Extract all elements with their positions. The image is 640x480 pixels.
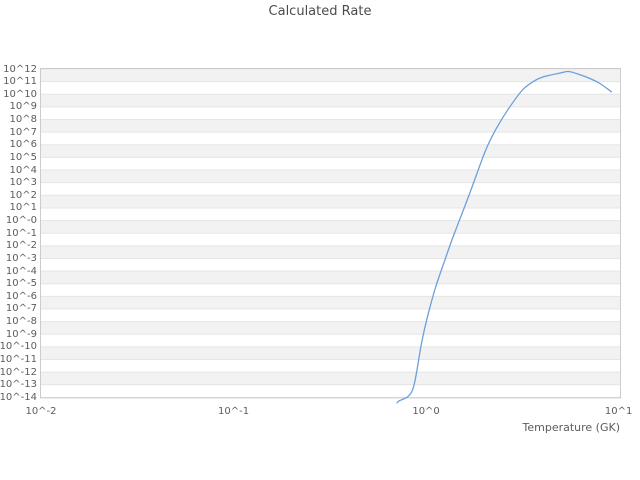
y-tick-label: 10^-10 — [0, 341, 37, 353]
decade-band — [41, 296, 620, 309]
y-tick-label: 10^-11 — [0, 354, 37, 365]
y-tick-label: 10^-7 — [5, 303, 37, 315]
decade-band — [41, 372, 620, 385]
y-tick-label: 10^-12 — [0, 366, 37, 378]
y-tick-label: 10^-3 — [5, 252, 37, 264]
y-tick-label: 10^-0 — [5, 215, 37, 227]
decade-band — [41, 69, 620, 82]
y-tick-label: 10^9 — [9, 101, 37, 113]
y-tick-label: 10^8 — [9, 114, 37, 126]
y-tick-label: 10^-14 — [0, 391, 37, 403]
decade-band — [41, 346, 620, 360]
x-axis-title: Temperature (GK) — [522, 421, 621, 434]
rate-curve — [396, 70, 613, 404]
y-tick-label: 10^6 — [9, 139, 37, 151]
y-tick-label: 10^-2 — [5, 240, 37, 252]
y-tick-label: 10^10 — [3, 88, 37, 100]
x-tick-label: 10^0 — [412, 406, 440, 417]
decade-band — [41, 245, 620, 259]
y-tick-label: 10^12 — [3, 63, 37, 75]
y-tick-label: 10^4 — [9, 164, 37, 176]
y-tick-label: 10^1 — [9, 202, 37, 214]
decade-band — [41, 195, 620, 208]
y-tick-label: 10^-5 — [5, 278, 37, 290]
y-tick-label: 10^-4 — [5, 265, 37, 277]
plot-border — [40, 68, 621, 399]
y-tick-label: 10^5 — [9, 151, 37, 163]
y-tick-label: 10^-1 — [5, 227, 37, 239]
y-tick-label: 10^-9 — [5, 328, 37, 340]
x-tick-label: 10^1 — [604, 406, 633, 417]
decade-band — [41, 321, 620, 335]
y-tick-label: 10^7 — [9, 126, 37, 138]
chart-title: Calculated Rate — [268, 4, 372, 19]
decade-band — [41, 119, 620, 133]
y-tick-label: 10^-6 — [5, 290, 37, 302]
decade-band — [41, 94, 620, 107]
y-tick-label: 10^-8 — [5, 316, 37, 328]
y-tick-label: 10^11 — [3, 76, 37, 88]
x-tick-label: 10^-1 — [217, 406, 250, 417]
decade-band — [41, 271, 620, 284]
y-tick-label: 10^-13 — [0, 379, 37, 391]
x-tick-label: 10^-2 — [25, 406, 57, 417]
decade-band — [41, 220, 620, 234]
decade-band — [41, 144, 620, 158]
y-tick-label: 10^3 — [9, 177, 37, 189]
y-tick-label: 10^2 — [9, 189, 37, 201]
decade-band — [41, 170, 620, 183]
